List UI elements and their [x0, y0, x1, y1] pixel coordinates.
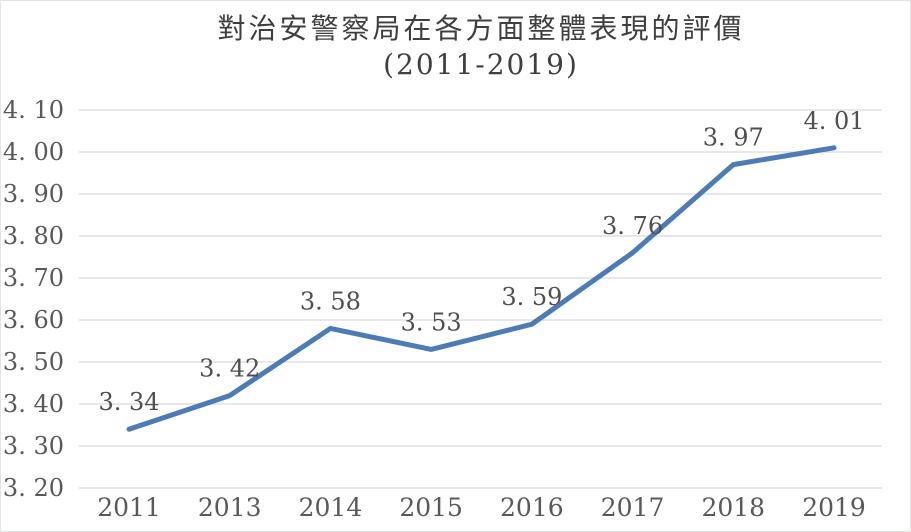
x-axis-tick-label: 2019: [802, 493, 866, 522]
x-axis-tick-label: 2014: [299, 493, 363, 522]
y-axis-tick-label: 3. 60: [3, 306, 64, 334]
data-point-label: 4. 01: [803, 107, 864, 135]
y-axis-tick-label: 3. 30: [3, 432, 64, 460]
y-axis-tick-label: 3. 40: [3, 390, 64, 418]
y-axis-tick-label: 3. 70: [3, 264, 64, 292]
y-axis-tick-label: 3. 50: [3, 348, 64, 376]
x-axis-tick-label: 2013: [198, 493, 262, 522]
y-axis-tick-label: 4. 00: [3, 138, 64, 166]
y-axis-tick-label: 3. 80: [3, 222, 64, 250]
x-axis-tick-label: 2011: [97, 493, 161, 522]
data-point-label: 3. 42: [199, 355, 260, 383]
y-axis-tick-label: 3. 90: [3, 180, 64, 208]
data-point-label: 3. 97: [703, 124, 764, 152]
x-axis-tick-label: 2015: [399, 493, 463, 522]
x-axis-tick-label: 2018: [701, 493, 765, 522]
y-axis-tick-label: 3. 20: [3, 474, 64, 502]
data-series-line: [126, 145, 837, 432]
data-point-label: 3. 53: [401, 308, 462, 336]
data-point-label: 3. 58: [300, 287, 361, 315]
y-axis-tick-label: 4. 10: [3, 96, 64, 124]
x-axis-tick-label: 2016: [500, 493, 564, 522]
data-point-label: 3. 76: [602, 212, 663, 240]
x-axis-tick-label: 2017: [601, 493, 665, 522]
data-point-label: 3. 34: [98, 388, 159, 416]
data-point-label: 3. 59: [501, 283, 562, 311]
